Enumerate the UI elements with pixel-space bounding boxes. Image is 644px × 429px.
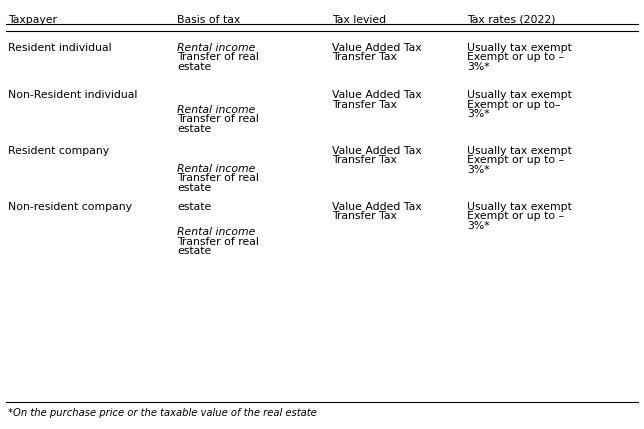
Text: 3%*: 3%* — [467, 165, 489, 175]
Text: Resident company: Resident company — [8, 146, 109, 156]
Text: Basis of tax: Basis of tax — [177, 15, 240, 24]
Text: *On the purchase price or the taxable value of the real estate: *On the purchase price or the taxable va… — [8, 408, 316, 418]
Text: Value Added Tax: Value Added Tax — [332, 202, 421, 211]
Text: Value Added Tax: Value Added Tax — [332, 146, 421, 156]
Text: Exempt or up to–: Exempt or up to– — [467, 100, 560, 109]
Text: Non-Resident individual: Non-Resident individual — [8, 90, 137, 100]
Text: Usually tax exempt: Usually tax exempt — [467, 90, 572, 100]
Text: Transfer Tax: Transfer Tax — [332, 155, 397, 165]
Text: Transfer of real: Transfer of real — [177, 237, 259, 247]
Text: Rental income: Rental income — [177, 43, 256, 53]
Text: Transfer Tax: Transfer Tax — [332, 52, 397, 62]
Text: Transfer Tax: Transfer Tax — [332, 211, 397, 221]
Text: estate: estate — [177, 124, 211, 133]
Text: 3%*: 3%* — [467, 109, 489, 119]
Text: Rental income: Rental income — [177, 164, 256, 174]
Text: Usually tax exempt: Usually tax exempt — [467, 202, 572, 211]
Text: Value Added Tax: Value Added Tax — [332, 43, 421, 53]
Text: Transfer Tax: Transfer Tax — [332, 100, 397, 109]
Text: Taxpayer: Taxpayer — [8, 15, 57, 24]
Text: estate: estate — [177, 246, 211, 256]
Text: Transfer of real: Transfer of real — [177, 173, 259, 183]
Text: Tax rates (2022): Tax rates (2022) — [467, 15, 555, 24]
Text: Value Added Tax: Value Added Tax — [332, 90, 421, 100]
Text: Rental income: Rental income — [177, 227, 256, 237]
Text: Usually tax exempt: Usually tax exempt — [467, 43, 572, 53]
Text: Rental income: Rental income — [177, 105, 256, 115]
Text: Tax levied: Tax levied — [332, 15, 386, 24]
Text: Transfer of real: Transfer of real — [177, 52, 259, 62]
Text: estate: estate — [177, 202, 211, 211]
Text: Exempt or up to –: Exempt or up to – — [467, 52, 564, 62]
Text: 3%*: 3%* — [467, 221, 489, 230]
Text: Usually tax exempt: Usually tax exempt — [467, 146, 572, 156]
Text: Exempt or up to –: Exempt or up to – — [467, 155, 564, 165]
Text: 3%*: 3%* — [467, 62, 489, 72]
Text: estate: estate — [177, 62, 211, 72]
Text: Exempt or up to –: Exempt or up to – — [467, 211, 564, 221]
Text: estate: estate — [177, 183, 211, 193]
Text: Non-resident company: Non-resident company — [8, 202, 132, 211]
Text: Transfer of real: Transfer of real — [177, 114, 259, 124]
Text: Resident individual: Resident individual — [8, 43, 111, 53]
